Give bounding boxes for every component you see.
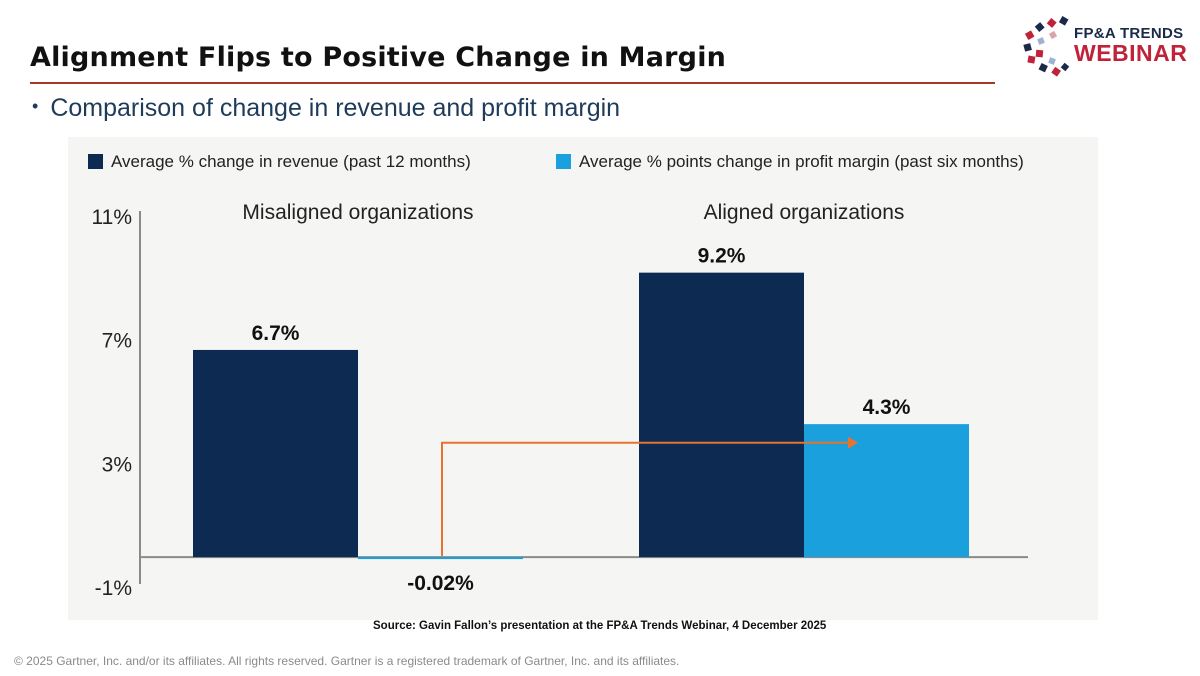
y-tick-label: 7% bbox=[102, 330, 132, 353]
category-label: Aligned organizations bbox=[704, 201, 905, 224]
legend-swatch-margin bbox=[556, 154, 571, 169]
bar bbox=[804, 424, 969, 558]
legend-item-margin: Average % points change in profit margin… bbox=[556, 152, 1024, 172]
copyright-footer: © 2025 Gartner, Inc. and/or its affiliat… bbox=[14, 654, 680, 668]
bar bbox=[193, 349, 358, 558]
annotation-arrowhead-icon bbox=[848, 436, 858, 449]
category-label: Misaligned organizations bbox=[242, 201, 473, 224]
logo-mosaic bbox=[1023, 16, 1070, 77]
title-divider bbox=[30, 82, 995, 84]
bullet-text: Comparison of change in revenue and prof… bbox=[50, 94, 621, 122]
bullet-dot-icon: • bbox=[32, 96, 39, 116]
legend-item-revenue: Average % change in revenue (past 12 mon… bbox=[88, 152, 471, 172]
bar bbox=[358, 557, 523, 560]
data-label: 4.3% bbox=[863, 396, 911, 419]
legend-label-margin: Average % points change in profit margin… bbox=[579, 152, 1024, 171]
fpa-trends-logo-icon bbox=[1023, 16, 1070, 77]
y-tick-label: -1% bbox=[95, 577, 132, 600]
logo-line2: WEBINAR bbox=[1074, 40, 1188, 66]
bullet-point: • Comparison of change in revenue and pro… bbox=[32, 94, 620, 123]
logo-line1: FP&A TRENDS bbox=[1074, 25, 1184, 42]
slide-title: Alignment Flips to Positive Change in Ma… bbox=[30, 42, 727, 73]
annotation-arrow-line bbox=[441, 441, 850, 557]
data-label: -0.02% bbox=[407, 572, 474, 595]
data-label: 9.2% bbox=[698, 245, 746, 268]
y-tick-label: 3% bbox=[102, 453, 132, 476]
y-tick-label: 11% bbox=[92, 206, 132, 229]
legend-swatch-revenue bbox=[88, 154, 103, 169]
legend-label-revenue: Average % change in revenue (past 12 mon… bbox=[111, 152, 471, 171]
bar bbox=[639, 272, 804, 558]
data-label: 6.7% bbox=[252, 322, 300, 345]
source-note: Source: Gavin Fallon’s presentation at t… bbox=[373, 620, 827, 632]
